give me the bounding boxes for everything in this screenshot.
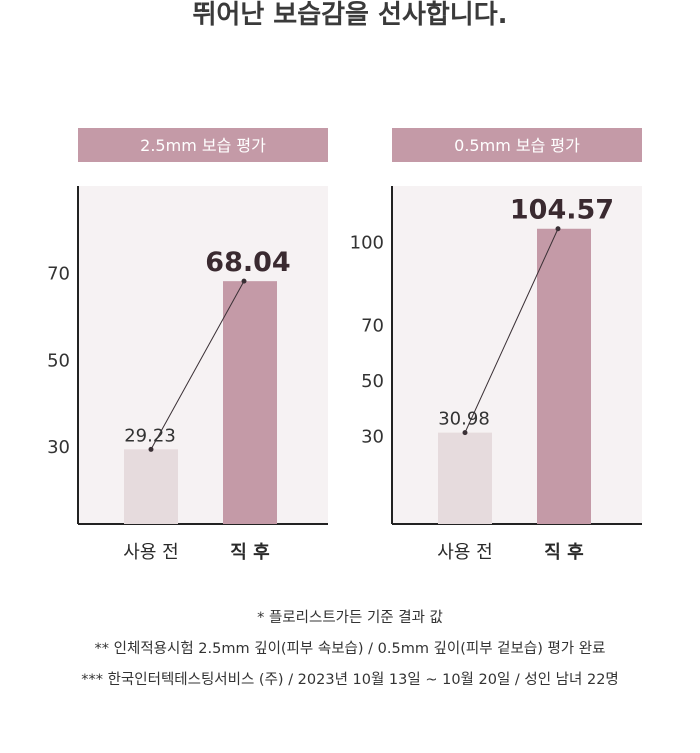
point-before [148,446,154,452]
footnote-1: * 플로리스트가든 기준 결과 값 [257,610,443,626]
value-label-before: 29.23 [124,425,176,446]
point-after [555,226,561,232]
chart-0-5mm: 0.5mm 보습 평가 30 50 70 100 30.98 104.57 사용 전 직 후 [350,128,642,568]
headline: 뛰어난 보습감을 선사합니다. [192,0,508,30]
connector-line [464,228,559,433]
footnotes: * 플로리스트가든 기준 결과 값 ** 인체적용시험 2.5mm 깊이(피부 … [0,603,700,696]
y-tick-label: 30 [47,437,70,458]
category-label: 사용 전 [123,542,178,563]
category-label: 사용 전 [437,542,492,563]
category-label: 직 후 [544,542,583,563]
y-tick-label: 30 [361,426,384,447]
bar-after [537,228,591,524]
bar-after [223,281,277,524]
value-label-after: 104.57 [510,195,614,226]
footnote-3: *** 한국인터텍테스팅서비스 (주) / 2023년 10월 13일 ~ 10… [81,672,619,688]
footnote-2: ** 인체적용시험 2.5mm 깊이(피부 속보습) / 0.5mm 깊이(피부… [94,641,606,657]
chart-2-5mm-svg: 2.5mm 보습 평가 30 50 70 29.23 68.04 사용 전 직 후 [47,128,328,563]
plot-area [392,186,642,524]
y-tick-label: 100 [350,232,384,253]
y-tick-label: 50 [361,371,384,392]
bar-before [438,432,492,524]
point-after [241,278,247,284]
chart-title-bar [392,128,642,162]
category-label: 직 후 [230,542,269,563]
point-before [462,430,468,436]
connector-line [150,280,245,450]
bar-before [124,449,178,524]
chart-2-5mm: 2.5mm 보습 평가 30 50 70 29.23 68.04 사용 전 직 후 [38,128,328,568]
chart-title-bar [78,128,328,162]
chart-title: 2.5mm 보습 평가 [140,136,266,155]
chart-title: 0.5mm 보습 평가 [454,136,580,155]
value-label-after: 68.04 [205,247,290,278]
value-label-before: 30.98 [438,409,490,430]
chart-0-5mm-svg: 0.5mm 보습 평가 30 50 70 100 30.98 104.57 사용 전 직 후 [350,128,642,563]
y-tick-label: 50 [47,350,70,371]
y-tick-label: 70 [361,316,384,337]
y-tick-label: 70 [47,264,70,285]
